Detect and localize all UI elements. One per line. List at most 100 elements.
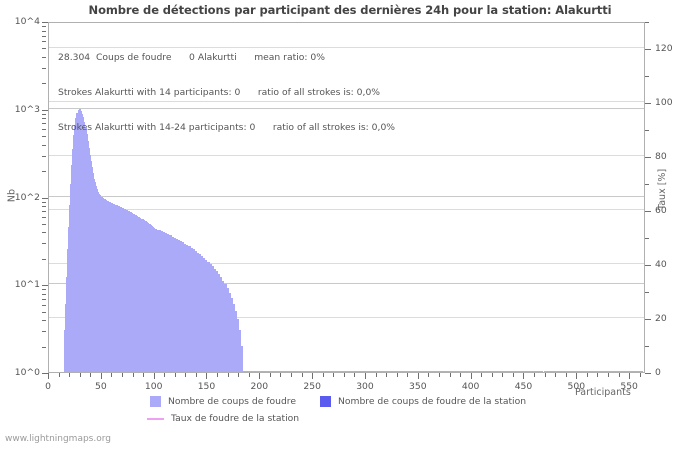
bar <box>243 371 246 372</box>
bar <box>135 215 138 372</box>
x-axis-tickmark <box>523 373 525 379</box>
bar <box>109 202 111 372</box>
y-axis-left-minor-tickmark <box>42 48 46 50</box>
bar <box>556 371 561 372</box>
x-axis-title: Participants <box>575 387 631 398</box>
bar <box>463 371 468 372</box>
y-axis-left-minor-tickmark <box>42 320 46 322</box>
legend-item[interactable]: Nombre de coups de foudre de la station <box>320 396 526 407</box>
x-axis-minor-tickmark <box>586 373 588 377</box>
bar <box>311 371 316 372</box>
x-axis-minor-tickmark <box>407 373 409 377</box>
bar <box>234 310 238 372</box>
y-axis-right-minor-tickmark <box>645 130 649 131</box>
bar <box>112 203 114 372</box>
bar <box>374 371 379 372</box>
y-axis-right-tickmark <box>645 373 651 374</box>
y-axis-left-minor-tickmark <box>42 129 46 131</box>
bar <box>442 371 447 372</box>
bar <box>589 371 595 372</box>
bar <box>581 371 586 372</box>
bar <box>83 122 86 372</box>
bar <box>294 371 299 372</box>
x-axis-minor-tickmark <box>481 373 483 377</box>
legend-item-label: Nombre de coups de foudre de la station <box>338 396 527 407</box>
x-axis-minor-tickmark <box>301 373 303 377</box>
y-axis-left-minor-tickmark <box>42 35 46 37</box>
x-axis-minor-tickmark <box>491 373 493 377</box>
bar <box>98 193 101 372</box>
bar <box>156 229 159 372</box>
bar <box>129 211 131 372</box>
bar <box>65 277 68 372</box>
bar <box>425 371 430 372</box>
bar <box>302 371 307 372</box>
y-axis-right-tickmark <box>645 319 651 320</box>
bar <box>336 371 341 372</box>
y-axis-left-minor-tickmark <box>42 56 46 58</box>
bar <box>114 204 117 372</box>
y-axis-right-tick-label: 20 <box>655 313 667 324</box>
bar <box>577 371 582 372</box>
bar <box>237 319 240 372</box>
y-axis-left-minor-tickmark <box>42 293 46 295</box>
bar <box>136 215 139 372</box>
y-axis-left-tickmark <box>42 22 48 23</box>
y-axis-left-minor-tickmark <box>42 171 46 173</box>
bar <box>143 219 145 372</box>
y-axis-left-minor-tickmark <box>42 346 46 348</box>
y-axis-right-minor-tickmark <box>645 346 649 347</box>
y-axis-left-minor-tickmark <box>42 113 46 115</box>
bar <box>539 371 544 372</box>
bar <box>97 191 100 372</box>
legend-item[interactable]: Nombre de coups de foudre <box>150 396 296 407</box>
x-axis-minor-tickmark <box>132 373 134 377</box>
gridline-secondary <box>49 47 644 48</box>
bar <box>69 205 71 372</box>
bar <box>277 371 282 372</box>
bar <box>232 303 235 372</box>
bar <box>175 238 178 372</box>
bar <box>138 217 141 372</box>
bar <box>387 371 392 372</box>
bar <box>412 371 417 372</box>
gridline <box>49 283 644 285</box>
bar <box>105 199 107 372</box>
bar <box>78 108 81 372</box>
bar <box>501 371 506 372</box>
bar <box>399 371 405 372</box>
bar <box>378 371 383 372</box>
bar <box>623 371 629 372</box>
bar <box>484 371 489 372</box>
bar <box>365 371 371 372</box>
bar <box>124 209 126 372</box>
y-axis-left-minor-tickmark <box>42 155 46 157</box>
y-axis-right-tick-label: 40 <box>655 259 667 270</box>
bar <box>505 371 510 372</box>
y-axis-right-minor-tickmark <box>645 292 649 293</box>
x-axis-minor-tickmark <box>195 373 197 377</box>
bar <box>87 140 89 372</box>
x-axis-minor-tickmark <box>164 373 166 377</box>
bar <box>199 254 202 372</box>
bar <box>349 371 354 372</box>
y-axis-left-minor-tickmark <box>42 30 46 32</box>
y-axis-left-tickmark <box>42 373 48 374</box>
bar <box>140 218 143 372</box>
bar <box>188 246 191 372</box>
legend-item[interactable]: Taux de foudre de la station <box>147 413 299 424</box>
bar <box>201 255 204 372</box>
bar <box>144 220 146 372</box>
x-axis-tickmark <box>259 373 261 379</box>
bar <box>117 205 120 372</box>
bar <box>598 371 603 372</box>
bar <box>319 371 324 372</box>
bar <box>260 371 265 372</box>
x-axis-minor-tickmark <box>143 373 145 377</box>
bar <box>113 204 116 372</box>
y-axis-left-tickmark <box>42 285 48 287</box>
y-axis-left-tick-label: 10^2 <box>14 191 40 203</box>
bar <box>165 233 168 372</box>
x-axis-tickmark <box>100 373 102 379</box>
x-axis-minor-tickmark <box>375 373 377 377</box>
